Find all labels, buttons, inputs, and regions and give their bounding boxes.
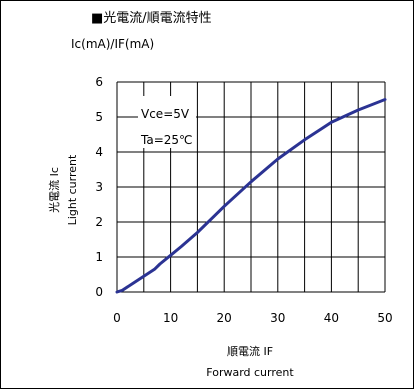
- annotation-ta: Ta=25℃: [140, 133, 193, 147]
- y-tick-label: 6: [95, 75, 103, 89]
- y-tick-label: 5: [95, 110, 103, 124]
- x-axis-label: 順電流 IF: [227, 344, 273, 358]
- series-line: [115, 98, 387, 294]
- y-axis-label-en: Light current: [66, 154, 79, 225]
- annotation-background: [138, 96, 196, 148]
- y-tick-label: 0: [95, 285, 103, 299]
- annotation-box: Vce=5V Ta=25℃: [138, 96, 196, 148]
- x-tick-label: 40: [324, 311, 339, 325]
- x-tick-label: 50: [377, 311, 392, 325]
- unit-label: Ic(mA)/IF(mA): [71, 37, 154, 51]
- tick-labels: 0 10 20 30 40 50 0 1 2 3 4 5 6: [95, 75, 392, 325]
- grid: [116, 81, 386, 293]
- y-tick-label: 1: [95, 250, 103, 264]
- y-axis-label: 光電流 Ic: [47, 167, 61, 213]
- x-axis-label-en: Forward current: [206, 366, 294, 379]
- annotation-vce: Vce=5V: [141, 107, 190, 121]
- x-tick-label: 20: [217, 311, 232, 325]
- y-tick-label: 2: [95, 215, 103, 229]
- x-tick-label: 30: [270, 311, 285, 325]
- y-tick-label: 3: [95, 180, 103, 194]
- x-tick-label: 0: [113, 311, 121, 325]
- chart-title: ■光電流/順電流特性: [91, 11, 212, 26]
- y-tick-label: 4: [95, 145, 103, 159]
- x-tick-label: 10: [163, 311, 178, 325]
